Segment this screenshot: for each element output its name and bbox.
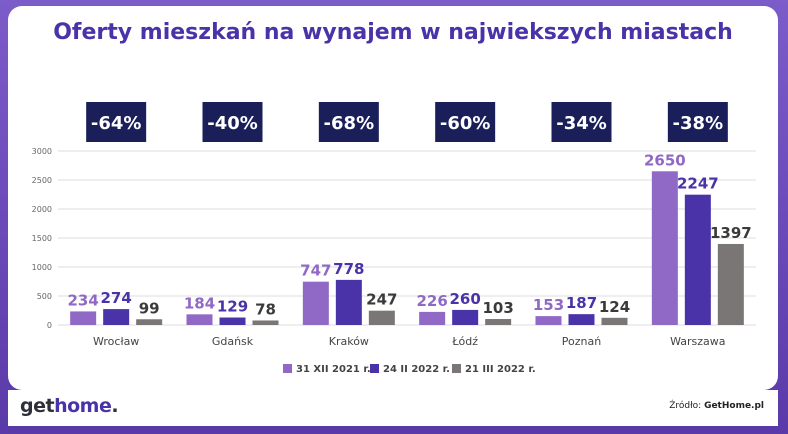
logo-dot: . bbox=[111, 395, 119, 417]
change-badge bbox=[667, 102, 728, 142]
bar bbox=[186, 314, 213, 325]
bar bbox=[568, 314, 595, 325]
bar bbox=[335, 279, 362, 325]
change-label: -68% bbox=[324, 113, 375, 134]
y-tick-label: 1500 bbox=[32, 234, 52, 243]
data-label: 78 bbox=[255, 300, 276, 318]
legend-label: 24 II 2022 r. bbox=[383, 364, 450, 375]
chart-card bbox=[8, 6, 778, 390]
logo-get: get bbox=[20, 395, 55, 417]
data-label: 2650 bbox=[644, 151, 686, 169]
y-tick-label: 0 bbox=[47, 321, 52, 330]
data-label: 247 bbox=[366, 291, 397, 309]
legend-swatch bbox=[370, 364, 379, 373]
x-tick-label: Wrocław bbox=[93, 335, 139, 348]
bar bbox=[419, 311, 446, 325]
footer-bar bbox=[8, 390, 778, 426]
bar bbox=[368, 310, 395, 325]
y-tick-label: 2500 bbox=[32, 176, 52, 185]
y-tick-label: 2000 bbox=[32, 205, 52, 214]
data-label: 1397 bbox=[710, 224, 752, 242]
chart-title: Oferty mieszkań na wynajem w najwiekszyc… bbox=[53, 20, 733, 45]
data-label: 260 bbox=[450, 290, 481, 308]
change-label: -64% bbox=[91, 113, 142, 134]
data-label: 124 bbox=[599, 298, 630, 316]
data-label: 184 bbox=[184, 294, 215, 312]
data-label: 2247 bbox=[677, 175, 719, 193]
x-tick-label: Kraków bbox=[329, 335, 369, 348]
bar bbox=[136, 319, 163, 325]
data-label: 778 bbox=[333, 260, 364, 278]
x-tick-label: Warszawa bbox=[670, 335, 725, 348]
bar bbox=[684, 194, 711, 325]
data-label: 187 bbox=[566, 294, 597, 312]
data-label: 129 bbox=[217, 298, 248, 316]
change-label: -34% bbox=[556, 113, 607, 134]
change-label: -60% bbox=[440, 113, 491, 134]
bar bbox=[252, 320, 279, 325]
data-label: 103 bbox=[483, 299, 514, 317]
bar bbox=[103, 309, 130, 325]
x-tick-label: Gdańsk bbox=[212, 335, 254, 348]
bar bbox=[485, 319, 512, 325]
x-tick-label: Łódź bbox=[451, 335, 478, 348]
source-prefix: Źródło: bbox=[669, 401, 705, 411]
legend-label: 21 III 2022 r. bbox=[465, 364, 536, 375]
change-badge bbox=[435, 102, 496, 142]
change-badge bbox=[86, 102, 147, 142]
data-label: 747 bbox=[300, 262, 331, 280]
legend-swatch bbox=[283, 364, 292, 373]
bar bbox=[717, 243, 744, 325]
change-label: -38% bbox=[673, 113, 724, 134]
y-tick-label: 500 bbox=[37, 292, 52, 301]
x-tick-label: Poznań bbox=[562, 335, 601, 348]
bar bbox=[302, 281, 329, 325]
change-label: -40% bbox=[207, 113, 258, 134]
change-badge bbox=[202, 102, 263, 142]
y-tick-label: 3000 bbox=[32, 147, 52, 156]
source-name: GetHome.pl bbox=[704, 401, 764, 411]
data-label: 153 bbox=[533, 296, 564, 314]
y-tick-label: 1000 bbox=[32, 263, 52, 272]
gethome-logo: gethome. bbox=[20, 395, 119, 417]
data-label: 234 bbox=[68, 291, 99, 309]
bar bbox=[219, 317, 246, 325]
change-badge bbox=[551, 102, 612, 142]
data-label: 99 bbox=[139, 299, 160, 317]
data-label: 274 bbox=[101, 289, 132, 307]
legend-swatch bbox=[452, 364, 461, 373]
change-badge bbox=[318, 102, 379, 142]
bar bbox=[601, 317, 628, 325]
legend-label: 31 XII 2021 r. bbox=[296, 364, 371, 375]
source-note: Źródło: GetHome.pl bbox=[669, 401, 764, 411]
bar bbox=[651, 171, 678, 325]
data-label: 226 bbox=[417, 292, 448, 310]
logo-home: home bbox=[54, 395, 112, 417]
bar bbox=[452, 309, 479, 325]
bar bbox=[70, 311, 97, 325]
bar bbox=[535, 316, 562, 325]
